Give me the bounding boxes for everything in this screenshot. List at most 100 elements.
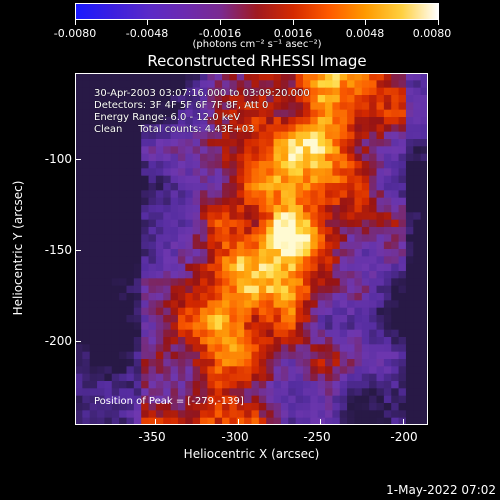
image-pixel bbox=[170, 410, 179, 419]
image-pixel bbox=[405, 95, 414, 103]
image-pixel bbox=[251, 153, 260, 162]
image-pixel bbox=[413, 153, 422, 162]
image-pixel bbox=[89, 315, 98, 323]
image-pixel bbox=[141, 168, 150, 177]
image-pixel bbox=[405, 183, 414, 191]
image-pixel bbox=[244, 403, 253, 411]
image-pixel bbox=[391, 359, 400, 367]
image-pixel bbox=[236, 124, 245, 133]
image-pixel bbox=[82, 227, 91, 235]
image-pixel bbox=[273, 241, 282, 250]
image-pixel bbox=[339, 388, 348, 397]
image-pixel bbox=[310, 263, 319, 272]
image-pixel bbox=[369, 241, 378, 250]
image-pixel bbox=[244, 234, 253, 243]
image-pixel bbox=[280, 322, 289, 331]
image-pixel bbox=[89, 403, 98, 411]
image-pixel bbox=[82, 139, 91, 147]
image-pixel bbox=[214, 344, 223, 353]
image-pixel bbox=[354, 285, 363, 294]
image-pixel bbox=[302, 227, 311, 235]
image-pixel bbox=[413, 322, 422, 331]
image-pixel bbox=[376, 109, 385, 118]
image-pixel bbox=[310, 344, 319, 353]
image-pixel bbox=[302, 249, 311, 257]
image-pixel bbox=[214, 124, 223, 133]
image-pixel bbox=[347, 373, 356, 382]
image-pixel bbox=[214, 395, 223, 404]
image-pixel bbox=[398, 205, 407, 213]
image-pixel bbox=[104, 285, 113, 294]
image-pixel bbox=[89, 322, 98, 331]
image-pixel bbox=[354, 381, 363, 389]
image-pixel bbox=[302, 315, 311, 323]
image-pixel bbox=[398, 109, 407, 118]
image-pixel bbox=[244, 153, 253, 162]
image-pixel bbox=[339, 227, 348, 235]
image-pixel bbox=[82, 307, 91, 316]
image-pixel bbox=[207, 381, 216, 389]
image-pixel bbox=[273, 300, 282, 309]
image-pixel bbox=[317, 322, 326, 331]
image-pixel bbox=[148, 219, 157, 228]
image-pixel bbox=[251, 403, 260, 411]
image-pixel bbox=[413, 190, 422, 199]
image-pixel bbox=[192, 153, 201, 162]
image-pixel bbox=[413, 366, 422, 375]
image-pixel bbox=[273, 234, 282, 243]
image-pixel bbox=[280, 73, 289, 81]
image-pixel bbox=[177, 153, 186, 162]
image-pixel bbox=[97, 271, 106, 279]
image-pixel bbox=[302, 80, 311, 89]
image-pixel bbox=[89, 109, 98, 118]
image-pixel bbox=[266, 329, 275, 338]
image-pixel bbox=[222, 366, 231, 375]
image-pixel bbox=[192, 278, 201, 287]
image-pixel bbox=[119, 410, 128, 419]
image-pixel bbox=[111, 285, 120, 294]
image-pixel bbox=[170, 256, 179, 265]
image-pixel bbox=[258, 146, 267, 155]
image-pixel bbox=[361, 359, 370, 367]
image-pixel bbox=[273, 293, 282, 301]
image-pixel bbox=[148, 410, 157, 419]
image-pixel bbox=[354, 212, 363, 221]
image-pixel bbox=[302, 131, 311, 140]
image-pixel bbox=[75, 190, 83, 199]
image-pixel bbox=[383, 95, 392, 103]
image-pixel bbox=[89, 102, 98, 111]
image-pixel bbox=[192, 293, 201, 301]
image-pixel bbox=[420, 205, 428, 213]
image-pixel bbox=[104, 95, 113, 103]
image-pixel bbox=[163, 227, 172, 235]
image-pixel bbox=[251, 329, 260, 338]
image-pixel bbox=[229, 417, 238, 425]
image-pixel bbox=[97, 168, 106, 177]
image-pixel bbox=[222, 300, 231, 309]
image-pixel bbox=[405, 234, 414, 243]
image-pixel bbox=[258, 417, 267, 425]
image-pixel bbox=[325, 256, 333, 265]
image-pixel bbox=[192, 175, 201, 184]
image-pixel bbox=[111, 131, 120, 140]
image-pixel bbox=[141, 234, 150, 243]
image-pixel bbox=[229, 80, 238, 89]
image-pixel bbox=[214, 205, 223, 213]
image-pixel bbox=[332, 146, 341, 155]
image-pixel bbox=[229, 285, 238, 294]
image-pixel bbox=[89, 337, 98, 345]
image-pixel bbox=[111, 381, 120, 389]
image-pixel bbox=[192, 139, 201, 147]
image-pixel bbox=[347, 417, 356, 425]
image-pixel bbox=[222, 153, 231, 162]
image-pixel bbox=[251, 168, 260, 177]
image-pixel bbox=[332, 161, 341, 169]
image-pixel bbox=[111, 73, 120, 81]
image-pixel bbox=[391, 388, 400, 397]
image-pixel bbox=[185, 117, 194, 125]
image-pixel bbox=[288, 102, 297, 111]
image-pixel bbox=[295, 234, 304, 243]
colorbar-tick-label: 0.0016 bbox=[273, 27, 313, 40]
image-pixel bbox=[420, 293, 428, 301]
image-pixel bbox=[288, 322, 297, 331]
